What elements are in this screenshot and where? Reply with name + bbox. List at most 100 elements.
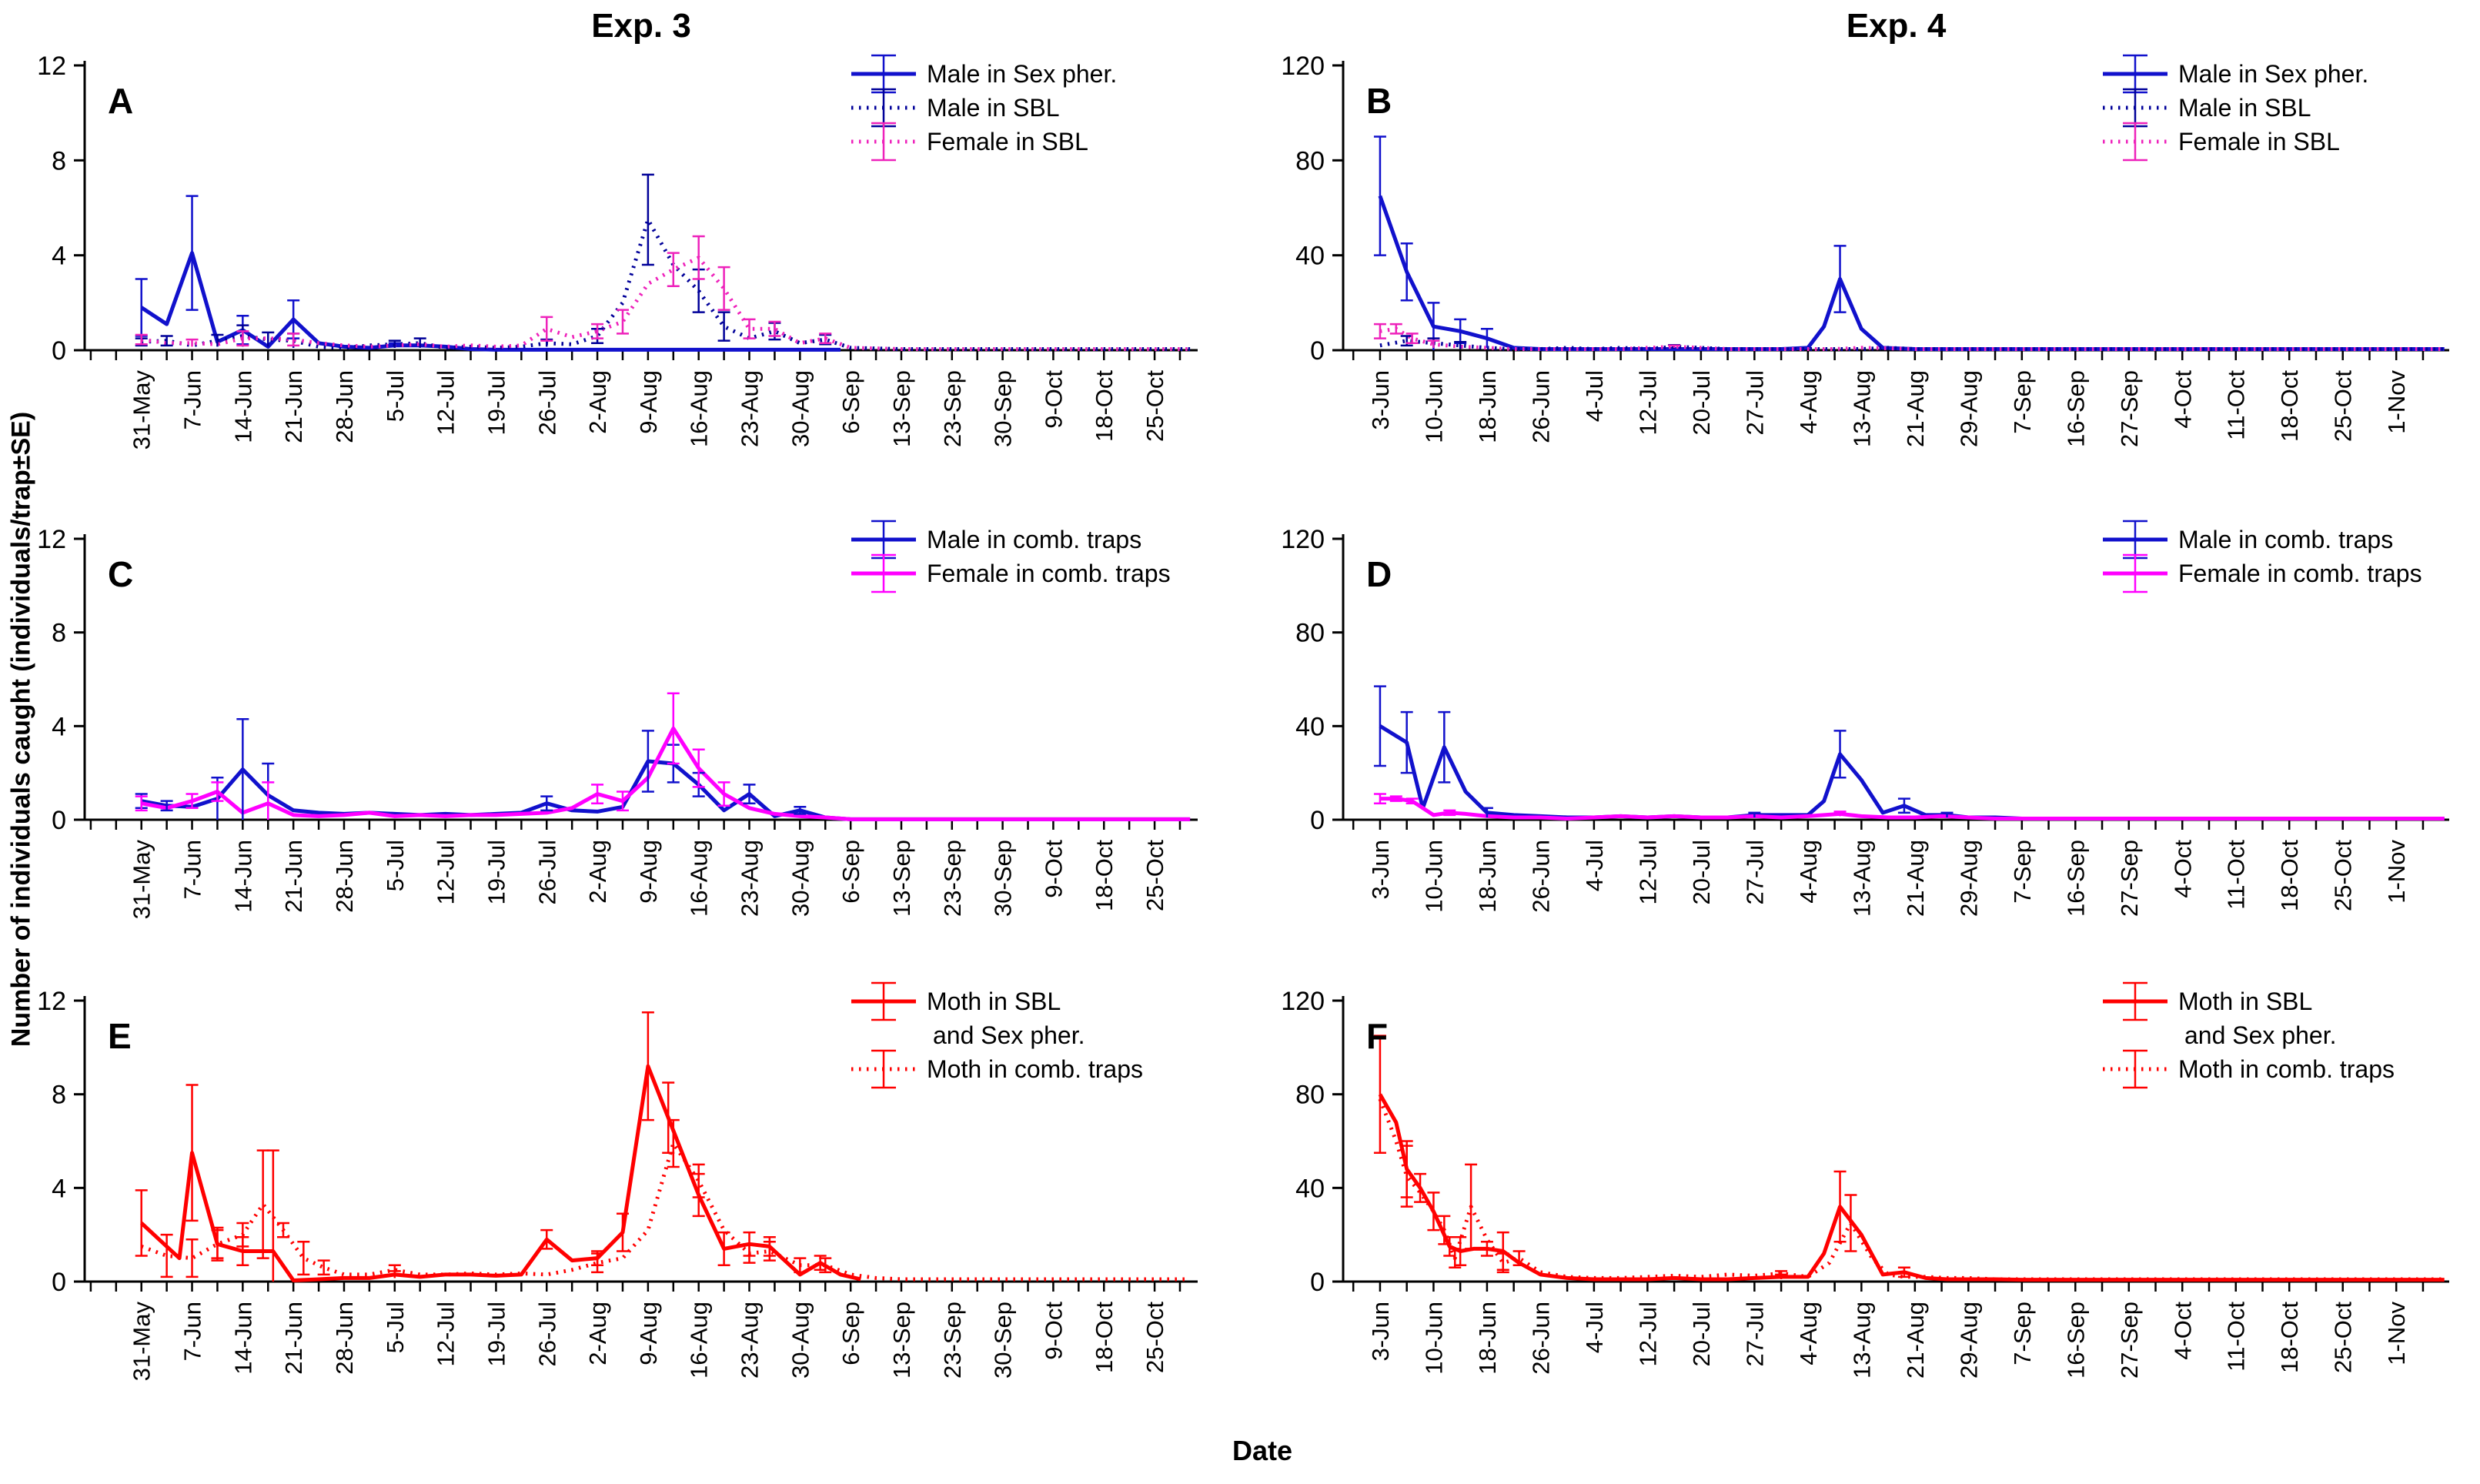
svg-text:12-Jul: 12-Jul — [433, 370, 460, 435]
svg-text:2-Aug: 2-Aug — [584, 370, 611, 434]
svg-text:18-Oct: 18-Oct — [2276, 1302, 2303, 1373]
svg-text:16-Aug: 16-Aug — [686, 370, 713, 447]
svg-text:6-Sep: 6-Sep — [837, 840, 864, 904]
svg-text:25-Oct: 25-Oct — [2330, 840, 2357, 911]
svg-text:12: 12 — [37, 987, 66, 1016]
svg-text:9-Oct: 9-Oct — [1040, 840, 1067, 898]
svg-text:2-Aug: 2-Aug — [584, 840, 611, 904]
svg-text:23-Sep: 23-Sep — [939, 370, 966, 447]
svg-text:80: 80 — [1295, 146, 1325, 175]
svg-text:28-Jun: 28-Jun — [331, 370, 358, 443]
svg-text:14-Jun: 14-Jun — [229, 840, 256, 913]
svg-text:25-Oct: 25-Oct — [1141, 840, 1168, 911]
svg-text:and Sex pher.: and Sex pher. — [2184, 1021, 2336, 1049]
svg-text:Moth in SBL: Moth in SBL — [927, 988, 1061, 1015]
svg-text:4: 4 — [52, 712, 66, 741]
svg-text:8: 8 — [52, 619, 66, 648]
svg-text:Male in SBL: Male in SBL — [927, 94, 1060, 122]
svg-text:Female in comb. traps: Female in comb. traps — [2178, 560, 2422, 587]
svg-text:120: 120 — [1281, 525, 1325, 554]
svg-text:9-Aug: 9-Aug — [635, 840, 662, 904]
svg-text:13-Sep: 13-Sep — [888, 370, 915, 447]
svg-text:21-Aug: 21-Aug — [1902, 840, 1929, 917]
svg-text:120: 120 — [1281, 52, 1325, 81]
svg-text:25-Oct: 25-Oct — [1141, 1302, 1168, 1373]
svg-text:B: B — [1366, 81, 1392, 121]
svg-text:25-Oct: 25-Oct — [2330, 1302, 2357, 1373]
svg-text:31-May: 31-May — [129, 370, 155, 450]
svg-text:31-May: 31-May — [129, 840, 155, 920]
svg-text:30-Aug: 30-Aug — [787, 840, 814, 917]
svg-text:12-Jul: 12-Jul — [1634, 1302, 1661, 1366]
svg-text:27-Sep: 27-Sep — [2116, 370, 2143, 447]
svg-text:21-Aug: 21-Aug — [1902, 1302, 1929, 1379]
svg-text:1-Nov: 1-Nov — [2383, 370, 2410, 434]
svg-text:27-Jul: 27-Jul — [1741, 370, 1768, 435]
panel-c-chart: 0 4 8 12 31-May 7-Jun 14-Jun 21-Jun 28-Jun 5-Jul 1… — [37, 520, 1198, 920]
svg-text:40: 40 — [1295, 242, 1325, 271]
svg-text:1-Nov: 1-Nov — [2383, 1302, 2410, 1365]
svg-text:3-Jun: 3-Jun — [1367, 1302, 1394, 1362]
svg-text:2-Aug: 2-Aug — [584, 1302, 611, 1365]
svg-text:3-Jun: 3-Jun — [1367, 370, 1394, 430]
svg-text:9-Aug: 9-Aug — [635, 370, 662, 434]
svg-text:30-Sep: 30-Sep — [990, 1302, 1017, 1379]
svg-text:Female in SBL: Female in SBL — [2178, 128, 2340, 155]
svg-text:4-Aug: 4-Aug — [1795, 1302, 1822, 1365]
svg-text:30-Sep: 30-Sep — [990, 370, 1017, 447]
svg-text:13-Sep: 13-Sep — [888, 840, 915, 917]
svg-text:7-Sep: 7-Sep — [2009, 840, 2036, 904]
svg-text:4: 4 — [52, 1174, 66, 1203]
svg-text:4-Jul: 4-Jul — [1581, 840, 1608, 891]
svg-text:26-Jun: 26-Jun — [1527, 840, 1554, 913]
svg-text:23-Aug: 23-Aug — [737, 840, 764, 917]
svg-text:4-Oct: 4-Oct — [2169, 370, 2196, 429]
svg-text:14-Jun: 14-Jun — [229, 370, 256, 443]
svg-text:20-Jul: 20-Jul — [1688, 370, 1715, 435]
svg-text:5-Jul: 5-Jul — [382, 1302, 409, 1353]
svg-text:21-Jun: 21-Jun — [280, 840, 307, 913]
svg-text:40: 40 — [1295, 712, 1325, 741]
svg-text:Moth in comb. traps: Moth in comb. traps — [927, 1055, 1143, 1083]
svg-text:12-Jul: 12-Jul — [433, 840, 460, 904]
svg-text:0: 0 — [52, 806, 66, 835]
svg-text:16-Aug: 16-Aug — [686, 840, 713, 917]
svg-text:27-Jul: 27-Jul — [1741, 840, 1768, 904]
svg-text:12: 12 — [37, 52, 66, 81]
svg-text:18-Oct: 18-Oct — [1091, 370, 1118, 442]
svg-text:11-Oct: 11-Oct — [2223, 370, 2250, 440]
svg-text:Male in SBL: Male in SBL — [2178, 94, 2311, 122]
svg-text:13-Aug: 13-Aug — [1848, 840, 1875, 917]
svg-text:14-Jun: 14-Jun — [229, 1302, 256, 1375]
svg-text:Male in Sex pher.: Male in Sex pher. — [927, 60, 1117, 88]
svg-text:18-Oct: 18-Oct — [1091, 1302, 1118, 1373]
panel-e-chart: 0 4 8 12 31-May 7-Jun 14-Jun 21-Jun 28-Jun 5-Jul 1… — [37, 981, 1198, 1381]
svg-text:120: 120 — [1281, 987, 1325, 1016]
svg-text:80: 80 — [1295, 619, 1325, 648]
svg-text:12-Jul: 12-Jul — [1634, 370, 1661, 435]
svg-text:27-Sep: 27-Sep — [2116, 1302, 2143, 1379]
svg-text:28-Jun: 28-Jun — [331, 840, 358, 913]
svg-text:Moth in SBL: Moth in SBL — [2178, 988, 2312, 1015]
svg-text:Male in Sex pher.: Male in Sex pher. — [2178, 60, 2368, 88]
svg-text:4-Jul: 4-Jul — [1581, 1302, 1608, 1353]
svg-text:11-Oct: 11-Oct — [2223, 840, 2250, 910]
svg-text:18-Jun: 18-Jun — [1474, 370, 1501, 443]
svg-text:29-Aug: 29-Aug — [1955, 370, 1982, 447]
svg-text:25-Oct: 25-Oct — [1141, 370, 1168, 442]
svg-text:16-Sep: 16-Sep — [2062, 1302, 2089, 1379]
svg-text:18-Jun: 18-Jun — [1474, 1302, 1501, 1375]
panel-d-chart: 0 40 80 120 3-Jun 10-Jun 18-Jun 26-Jun 4-Jul 12-J… — [1281, 520, 2449, 917]
svg-text:7-Jun: 7-Jun — [179, 370, 206, 430]
panel-a-chart: 0 4 8 12 31-May 7-Jun 14-Jun 21-Jun 28-Jun 5-Jul 1… — [37, 7, 1198, 450]
svg-text:4-Aug: 4-Aug — [1795, 840, 1822, 904]
svg-text:0: 0 — [52, 336, 66, 366]
svg-text:10-Jun: 10-Jun — [1420, 1302, 1447, 1375]
svg-text:26-Jul: 26-Jul — [533, 1302, 560, 1366]
svg-text:4-Jul: 4-Jul — [1581, 370, 1608, 422]
svg-text:29-Aug: 29-Aug — [1955, 1302, 1982, 1379]
svg-text:26-Jun: 26-Jun — [1527, 1302, 1554, 1375]
svg-text:18-Jun: 18-Jun — [1474, 840, 1501, 913]
svg-text:E: E — [108, 1016, 132, 1056]
